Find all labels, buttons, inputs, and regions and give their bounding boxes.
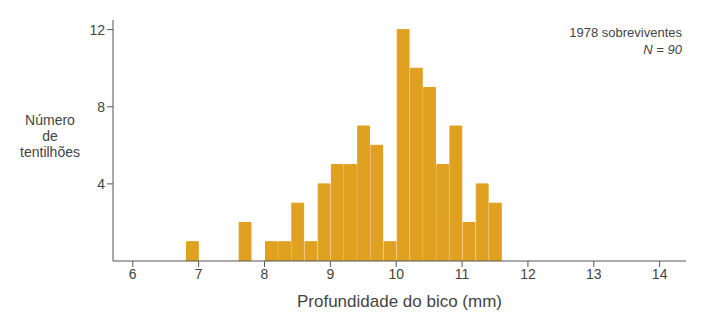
- svg-text:14: 14: [652, 266, 668, 282]
- svg-text:6: 6: [129, 266, 137, 282]
- svg-text:4: 4: [97, 176, 105, 192]
- svg-text:8: 8: [261, 266, 269, 282]
- svg-text:Númerodetentilhões: Númerodetentilhões: [20, 112, 80, 160]
- svg-text:13: 13: [586, 266, 602, 282]
- svg-text:8: 8: [97, 99, 105, 115]
- svg-text:12: 12: [520, 266, 536, 282]
- svg-text:7: 7: [195, 266, 203, 282]
- svg-text:Profundidade do bico (mm): Profundidade do bico (mm): [297, 292, 502, 311]
- svg-text:9: 9: [326, 266, 334, 282]
- svg-text:12: 12: [89, 22, 105, 38]
- svg-text:11: 11: [455, 266, 470, 282]
- html-text:N = 90: N = 90: [643, 42, 682, 57]
- svg-text:10: 10: [388, 266, 404, 282]
- html-text:1978 sobreviventes: 1978 sobreviventes: [569, 25, 682, 40]
